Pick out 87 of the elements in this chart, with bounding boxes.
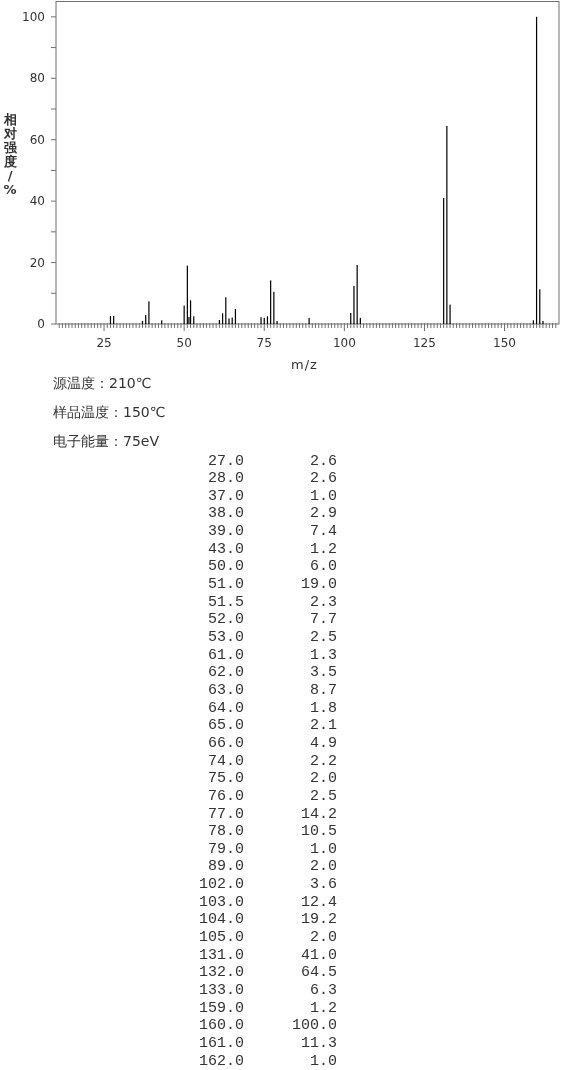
y-tick-label: 80 (29, 71, 45, 86)
text: 28.0 (207, 470, 244, 488)
text: 2.0 (309, 770, 337, 788)
text: 74.0 (207, 752, 244, 770)
text: 1.2 (309, 999, 337, 1017)
text: 131.0 (198, 946, 244, 964)
text: 100.0 (291, 1017, 337, 1035)
x-tick-label: 100 (332, 336, 356, 350)
text: 161.0 (198, 1034, 244, 1052)
text: 19.2 (300, 911, 337, 929)
y-tick-label: 0 (37, 317, 45, 331)
text: 41.0 (300, 946, 337, 964)
text: 7.7 (309, 611, 337, 629)
text: 37.0 (207, 487, 244, 505)
text: 1.0 (309, 1052, 337, 1070)
text: 159.0 (198, 999, 244, 1017)
text: 63.0 (207, 681, 244, 699)
text: 76.0 (207, 787, 244, 805)
text: 103.0 (198, 893, 244, 911)
text: 2.5 (309, 629, 337, 646)
x-tick-label: 50 (176, 336, 192, 350)
text: 51.0 (207, 576, 244, 594)
text: 104.0 (198, 911, 244, 929)
text: 电子能量：75eV (53, 433, 160, 449)
text: 1.0 (309, 840, 337, 858)
text: 2.6 (309, 470, 337, 488)
text: 79.0 (207, 840, 244, 858)
text: 源温度：210℃ (53, 375, 152, 391)
text: 77.0 (207, 805, 244, 823)
x-axis-title: m/z (291, 356, 318, 372)
text: 19.0 (300, 576, 337, 594)
text: 78.0 (207, 823, 244, 841)
x-tick-label: 125 (412, 336, 436, 350)
text: 2.1 (309, 717, 337, 735)
text: 62.0 (207, 664, 244, 682)
text: 2.5 (309, 787, 337, 805)
text: 39.0 (207, 523, 244, 541)
text: 2.2 (309, 752, 337, 770)
x-tick-label: 25 (96, 336, 112, 350)
text: 52.0 (207, 611, 244, 629)
text: 27.0 (207, 452, 244, 470)
text: 160.0 (198, 1017, 244, 1035)
text: 10.5 (300, 823, 337, 841)
text: 132.0 (198, 964, 244, 982)
text: 75.0 (207, 770, 244, 788)
y-tick-label: 60 (29, 132, 45, 147)
text: 65.0 (207, 717, 244, 735)
x-tick-label: 150 (493, 336, 516, 350)
text: 50.0 (207, 558, 244, 576)
text: 11.3 (300, 1034, 337, 1052)
text: 2.6 (309, 452, 337, 470)
text: 6.0 (309, 558, 337, 576)
text: 61.0 (207, 646, 244, 664)
y-axis-title: 相对强度/% (2, 112, 18, 198)
text: 2.0 (309, 929, 337, 947)
text: 8.7 (309, 681, 337, 699)
y-tick-label: 20 (29, 255, 45, 270)
text: 51.5 (207, 593, 244, 611)
text: 样品温度：150℃ (53, 404, 166, 420)
text: 105.0 (198, 929, 244, 947)
text: 14.2 (300, 805, 337, 823)
text: 2.0 (309, 858, 337, 876)
text: 1.0 (309, 487, 337, 505)
text: 1.3 (309, 646, 337, 664)
text: 4.9 (309, 734, 337, 752)
text: 2.3 (309, 593, 337, 611)
text: 1.2 (309, 540, 337, 558)
text: 53.0 (207, 629, 244, 646)
y-tick-label: 100 (22, 9, 45, 24)
text: 133.0 (198, 982, 244, 999)
x-tick-label: 75 (256, 336, 272, 350)
text: 89.0 (207, 858, 244, 876)
text: 3.5 (309, 664, 337, 682)
text: 162.0 (198, 1052, 244, 1070)
text: 64.0 (207, 699, 244, 717)
text: 6.3 (309, 982, 337, 999)
text: 64.5 (300, 964, 337, 982)
y-tick-label: 40 (29, 194, 45, 209)
text: 66.0 (207, 734, 244, 752)
text: 2.9 (309, 505, 337, 523)
text: 3.6 (309, 876, 337, 894)
text: 7.4 (309, 523, 337, 541)
text: 43.0 (207, 540, 244, 558)
text: 102.0 (198, 876, 244, 894)
text: 1.8 (309, 699, 337, 717)
text: 12.4 (300, 893, 337, 911)
text: 38.0 (207, 505, 244, 523)
